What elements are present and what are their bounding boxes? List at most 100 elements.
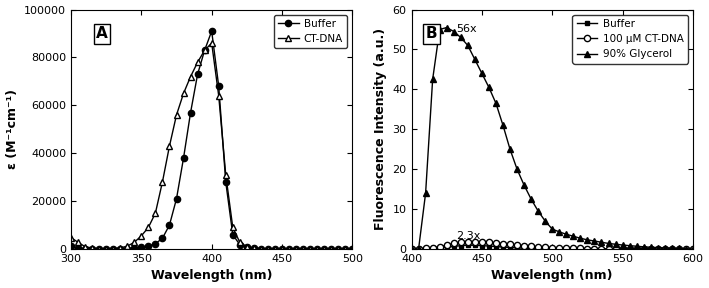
- Buffer: [299, 247, 308, 251]
- 90% Glycerol: [428, 78, 437, 81]
- 90% Glycerol: [562, 232, 571, 236]
- CT-DNA: [81, 245, 89, 248]
- Buffer: [640, 247, 648, 251]
- 100 μM CT-DNA: [576, 247, 585, 250]
- Line: 100 μM CT-DNA: 100 μM CT-DNA: [408, 238, 696, 252]
- Buffer: [421, 247, 430, 250]
- Line: Buffer: Buffer: [68, 28, 355, 252]
- Buffer: [130, 246, 138, 250]
- Buffer: [661, 247, 669, 251]
- 100 μM CT-DNA: [492, 241, 501, 245]
- Buffer: [527, 247, 535, 250]
- 90% Glycerol: [506, 147, 514, 151]
- 90% Glycerol: [414, 247, 423, 251]
- Buffer: [74, 246, 82, 250]
- Buffer: [186, 111, 195, 114]
- 100 μM CT-DNA: [647, 247, 655, 251]
- 100 μM CT-DNA: [513, 243, 521, 247]
- 90% Glycerol: [421, 192, 430, 195]
- CT-DNA: [201, 49, 209, 52]
- 90% Glycerol: [555, 230, 564, 234]
- 90% Glycerol: [485, 86, 493, 89]
- CT-DNA: [137, 234, 145, 238]
- 100 μM CT-DNA: [407, 247, 415, 251]
- 90% Glycerol: [611, 242, 620, 246]
- 90% Glycerol: [435, 28, 444, 31]
- 90% Glycerol: [604, 242, 613, 245]
- Buffer: [208, 29, 216, 33]
- CT-DNA: [271, 247, 279, 251]
- Buffer: [341, 247, 350, 251]
- 100 μM CT-DNA: [471, 240, 479, 243]
- 100 μM CT-DNA: [457, 240, 465, 244]
- Buffer: [632, 247, 641, 251]
- Buffer: [492, 245, 501, 248]
- 90% Glycerol: [576, 236, 585, 240]
- Buffer: [144, 245, 152, 248]
- 90% Glycerol: [569, 234, 578, 238]
- Buffer: [569, 247, 578, 251]
- 100 μM CT-DNA: [498, 242, 507, 245]
- 90% Glycerol: [442, 26, 451, 29]
- 90% Glycerol: [520, 183, 528, 187]
- CT-DNA: [285, 247, 294, 251]
- 90% Glycerol: [492, 102, 501, 105]
- 90% Glycerol: [688, 247, 697, 251]
- 90% Glycerol: [590, 239, 598, 243]
- CT-DNA: [320, 247, 328, 251]
- Buffer: [611, 247, 620, 251]
- 100 μM CT-DNA: [604, 247, 613, 251]
- Buffer: [278, 247, 286, 251]
- Buffer: [165, 223, 174, 227]
- CT-DNA: [158, 180, 167, 184]
- Buffer: [604, 247, 613, 251]
- Text: 56x: 56x: [457, 24, 477, 33]
- 100 μM CT-DNA: [464, 240, 472, 243]
- Buffer: [271, 247, 279, 251]
- 90% Glycerol: [527, 197, 535, 201]
- Buffer: [264, 247, 272, 251]
- 100 μM CT-DNA: [478, 240, 486, 244]
- Buffer: [158, 236, 167, 240]
- 90% Glycerol: [471, 58, 479, 61]
- CT-DNA: [179, 92, 188, 95]
- CT-DNA: [341, 247, 350, 251]
- 90% Glycerol: [584, 238, 592, 242]
- 100 μM CT-DNA: [485, 241, 493, 244]
- Buffer: [464, 244, 472, 247]
- 100 μM CT-DNA: [527, 245, 535, 248]
- Buffer: [457, 244, 465, 247]
- CT-DNA: [257, 247, 265, 250]
- Buffer: [584, 247, 592, 251]
- Buffer: [250, 247, 258, 250]
- Buffer: [471, 244, 479, 247]
- Buffer: [498, 245, 507, 249]
- Buffer: [81, 247, 89, 250]
- Buffer: [590, 247, 598, 251]
- 100 μM CT-DNA: [450, 242, 458, 245]
- 90% Glycerol: [632, 245, 641, 248]
- Buffer: [313, 247, 321, 251]
- CT-DNA: [67, 236, 75, 239]
- 100 μM CT-DNA: [435, 245, 444, 248]
- Buffer: [334, 247, 342, 251]
- 90% Glycerol: [668, 247, 676, 250]
- Buffer: [534, 247, 542, 250]
- 100 μM CT-DNA: [611, 247, 620, 251]
- CT-DNA: [242, 245, 251, 248]
- Buffer: [513, 246, 521, 250]
- Buffer: [201, 49, 209, 52]
- CT-DNA: [165, 144, 174, 148]
- 100 μM CT-DNA: [618, 247, 627, 251]
- Buffer: [450, 245, 458, 248]
- Buffer: [221, 180, 230, 184]
- Buffer: [435, 246, 444, 250]
- Line: CT-DNA: CT-DNA: [67, 40, 356, 252]
- Buffer: [95, 247, 104, 251]
- Buffer: [618, 247, 627, 251]
- 100 μM CT-DNA: [541, 245, 549, 249]
- 100 μM CT-DNA: [534, 245, 542, 249]
- Buffer: [327, 247, 335, 251]
- Buffer: [407, 247, 415, 251]
- 90% Glycerol: [464, 44, 472, 47]
